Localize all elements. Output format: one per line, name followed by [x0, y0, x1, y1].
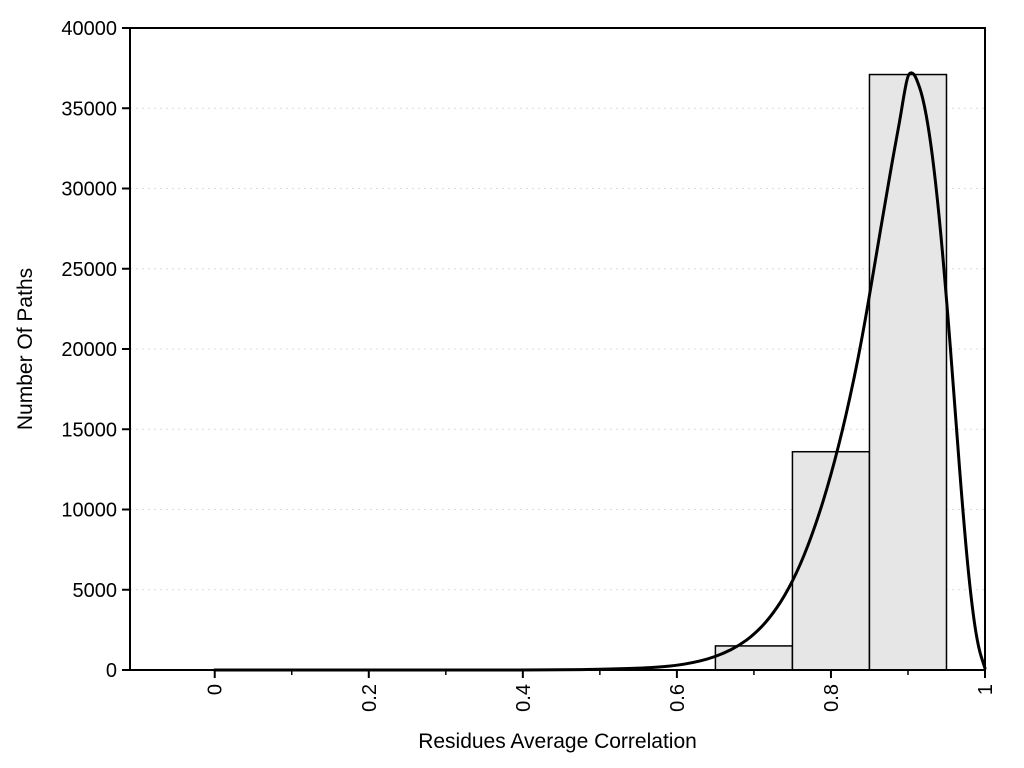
- histogram-bar: [791, 450, 871, 671]
- y-axis-ticks: 0 5000 10000 15000 20000 25000 30000 35000 40000: [61, 18, 130, 682]
- x-tick-label: 0.4: [513, 684, 535, 712]
- histogram-bar: [868, 73, 948, 671]
- x-tick-label: 0.6: [667, 684, 689, 712]
- y-tick-label: 35000: [61, 98, 117, 120]
- y-tick-label: 10000: [61, 500, 117, 522]
- x-axis-ticks: 0 0.2 0.4 0.6 0.8 1: [205, 670, 997, 712]
- histogram-bar: [714, 645, 794, 671]
- y-tick-label: 30000: [61, 179, 117, 201]
- x-tick-label: 0.2: [359, 684, 381, 712]
- x-tick-label: 0.8: [821, 684, 843, 712]
- y-axis-label: Number Of Paths: [14, 268, 37, 430]
- y-tick-label: 20000: [61, 339, 117, 361]
- histogram-bars: [714, 73, 948, 671]
- y-tick-label: 25000: [61, 259, 117, 281]
- y-tick-label: 0: [106, 660, 117, 682]
- x-tick-label: 0: [205, 684, 227, 695]
- y-tick-label: 40000: [61, 18, 117, 40]
- y-tick-label: 5000: [73, 580, 118, 602]
- gridlines: [130, 107, 985, 591]
- x-axis-label: Residues Average Correlation: [418, 730, 697, 753]
- x-tick-label: 1: [975, 684, 997, 695]
- y-tick-label: 15000: [61, 419, 117, 441]
